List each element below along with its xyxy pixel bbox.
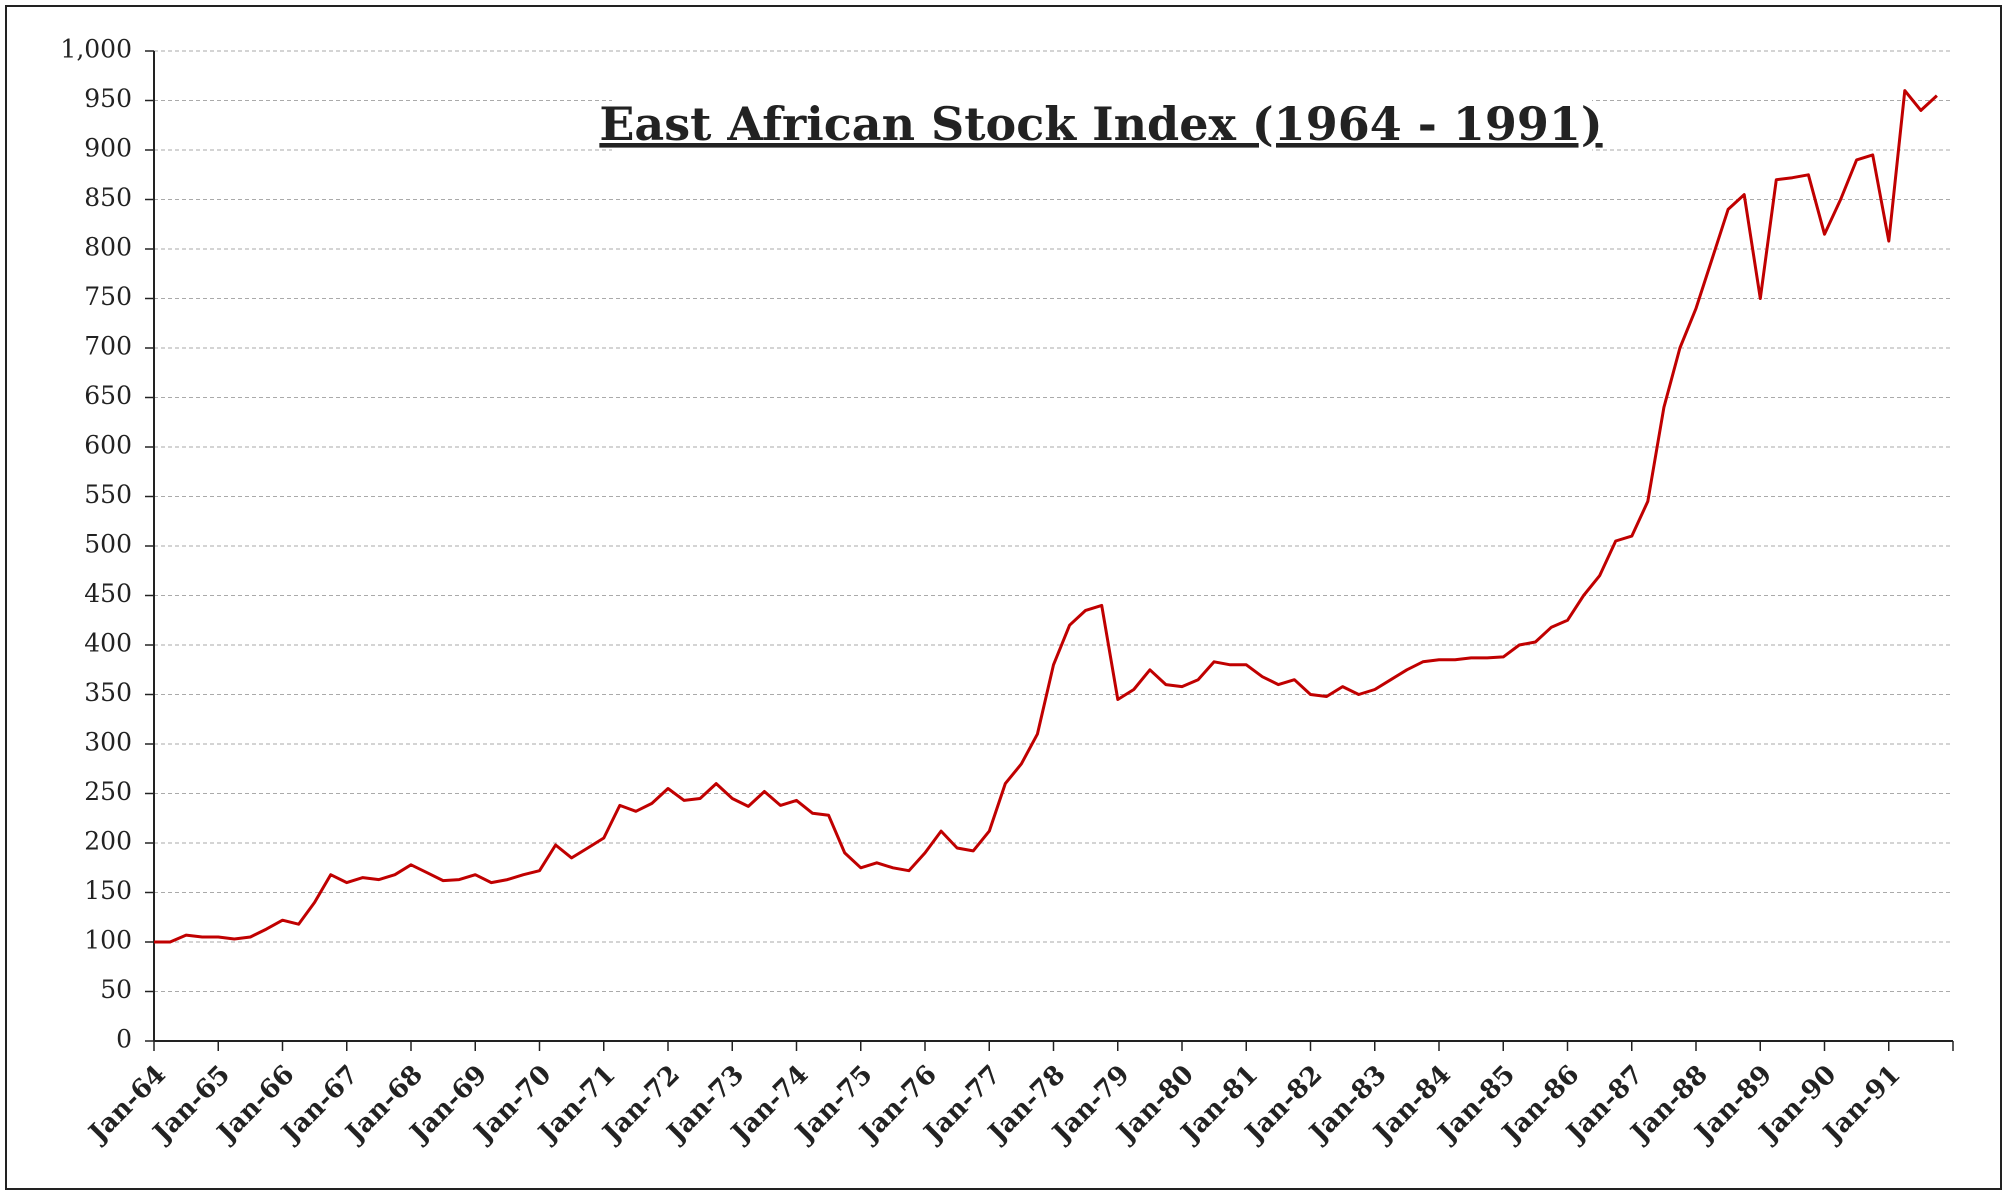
y-tick-label: 700 [84, 332, 132, 361]
y-tick-label: 0 [116, 1025, 132, 1054]
title-bg [612, 90, 1592, 160]
y-tick-label: 300 [84, 728, 132, 757]
y-tick-label: 950 [84, 84, 132, 113]
y-tick-label: 150 [84, 876, 132, 905]
y-tick-label: 1,000 [60, 35, 132, 64]
y-tick-label: 400 [84, 629, 132, 658]
y-tick-label: 200 [84, 827, 132, 856]
chart-title: East African Stock Index (1964 - 1991) [599, 97, 1602, 151]
y-tick-label: 100 [84, 926, 132, 955]
series-line [154, 89, 1938, 944]
y-tick-label: 600 [84, 431, 132, 460]
y-tick-label: 550 [84, 480, 132, 509]
y-tick-label: 900 [84, 134, 132, 163]
y-tick-label: 650 [84, 381, 132, 410]
y-tick-label: 850 [84, 183, 132, 212]
frame [5, 5, 2002, 1190]
y-tick-label: 750 [84, 282, 132, 311]
y-tick-label: 50 [100, 975, 132, 1004]
y-tick-label: 800 [84, 233, 132, 262]
y-tick-label: 500 [84, 530, 132, 559]
y-tick-label: 450 [84, 579, 132, 608]
y-tick-label: 350 [84, 678, 132, 707]
y-tick-label: 250 [84, 777, 132, 806]
